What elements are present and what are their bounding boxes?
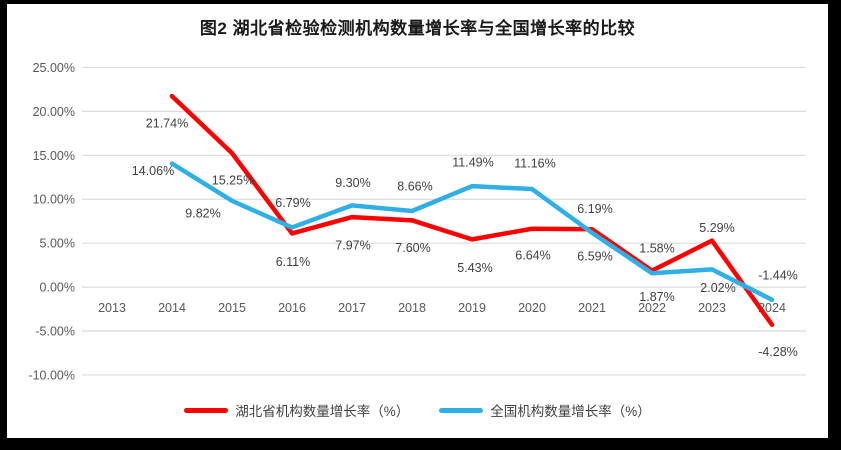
x-axis-tick-label: 2016 (278, 301, 306, 315)
national-series-label: 全国机构数量增长率（%） (490, 404, 651, 419)
national-data-label: 11.49% (452, 156, 493, 170)
x-axis-tick-label: 2021 (578, 301, 606, 315)
national-data-label: 8.66% (397, 180, 432, 194)
x-axis-tick-label: 2017 (338, 301, 366, 315)
x-axis-tick-label: 2020 (518, 301, 546, 315)
chart-title: 图2 湖北省检验检测机构数量增长率与全国增长率的比较 (199, 19, 636, 38)
hubei-data-label: 7.97% (335, 239, 370, 253)
national-series-swatch (439, 407, 484, 413)
x-axis-tick-label: 2018 (398, 301, 426, 315)
national-data-label: 6.79% (275, 196, 310, 210)
y-axis-tick-label: 20.00% (33, 105, 75, 119)
y-axis-tick-label: -10.00% (28, 368, 75, 382)
hubei-series-label: 湖北省机构数量增长率（%） (235, 404, 410, 419)
national-data-label: 6.19% (577, 202, 612, 216)
national-data-label: 2.02% (700, 281, 735, 295)
hubei-data-label: 15.25% (212, 174, 254, 188)
hubei-data-label: -4.28% (758, 345, 798, 359)
x-axis-tick-label: 2019 (458, 301, 486, 315)
hubei-data-label: 21.74% (146, 117, 188, 131)
hubei-series-swatch (184, 407, 229, 413)
y-axis-tick-label: 0.00% (40, 281, 75, 295)
hubei-data-label: 5.29% (699, 221, 734, 235)
national-data-label: 9.82% (185, 206, 220, 220)
national-data-label: 9.30% (335, 176, 370, 190)
hubei-data-label: 5.43% (457, 261, 492, 275)
hubei-data-label: 6.11% (276, 255, 311, 269)
x-axis-tick-label: 2022 (638, 301, 666, 315)
x-axis-tick-label: 2014 (158, 301, 186, 315)
x-axis-tick-label: 2013 (98, 301, 126, 315)
national-data-label: 1.58% (639, 242, 674, 256)
x-axis-tick-label: 2015 (218, 301, 246, 315)
hubei-series-line (169, 93, 775, 327)
legend-item-national: 全国机构数量增长率（%） (439, 400, 651, 420)
hubei-data-label: 7.60% (395, 241, 430, 255)
y-axis-tick-label: -5.00% (35, 325, 75, 339)
y-axis-tick-label: 5.00% (40, 237, 75, 251)
legend-item-hubei: 湖北省机构数量增长率（%） (184, 400, 409, 420)
y-axis-tick-label: 25.00% (33, 61, 75, 75)
y-axis-tick-label: 15.00% (33, 149, 75, 163)
national-data-label: 11.16% (514, 157, 555, 171)
y-axis-tick-label: 10.00% (33, 193, 75, 207)
hubei-data-label: 1.87% (639, 290, 674, 304)
hubei-data-label: 6.59% (577, 250, 612, 264)
chart-legend: 湖北省机构数量增长率（%） 全国机构数量增长率（%） (7, 400, 828, 420)
chart-canvas: 图2 湖北省检验检测机构数量增长率与全国增长率的比较 25.00% 20.00% 1… (7, 4, 828, 438)
hubei-data-label: 6.64% (515, 248, 550, 262)
x-axis-tick-label: 2023 (698, 301, 726, 315)
national-data-label: 14.06% (132, 164, 174, 178)
national-data-label: -1.44% (758, 268, 798, 282)
national-series-line (169, 161, 775, 303)
